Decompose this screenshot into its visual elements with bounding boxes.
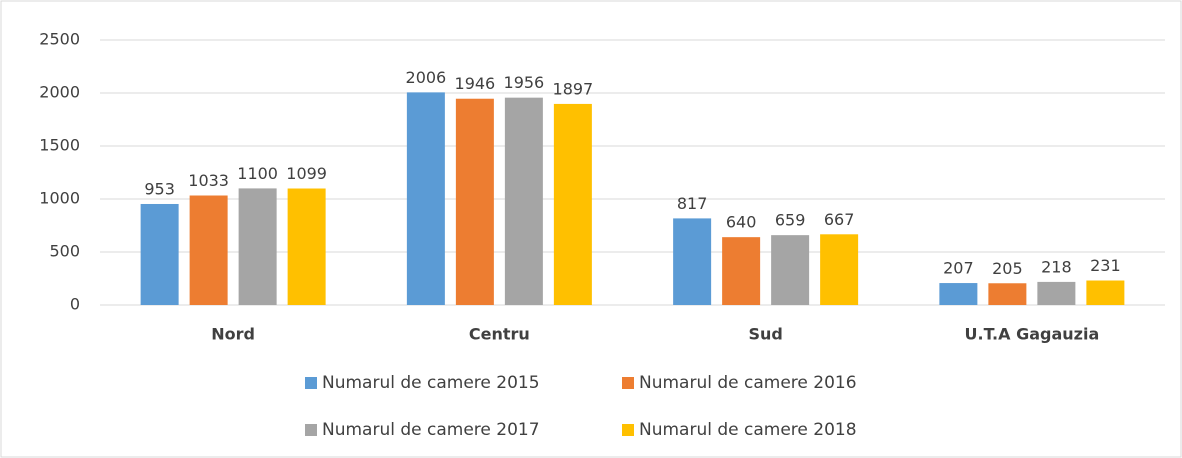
legend-label: Numarul de camere 2016 <box>639 373 857 393</box>
data-label: 1033 <box>188 171 229 190</box>
data-label: 205 <box>992 259 1023 278</box>
data-label: 218 <box>1041 257 1072 276</box>
bar <box>287 188 326 305</box>
legend-label: Numarul de camere 2015 <box>322 373 540 393</box>
y-tick-label: 2000 <box>39 83 80 102</box>
legend-swatch <box>622 377 634 389</box>
bar <box>939 283 978 305</box>
bar <box>504 97 543 305</box>
data-label: 659 <box>775 211 806 230</box>
legend-swatch <box>305 424 317 436</box>
legend-label: Numarul de camere 2018 <box>639 420 857 440</box>
data-label: 640 <box>726 213 757 232</box>
data-label: 817 <box>677 194 708 213</box>
bar <box>238 188 277 305</box>
bar <box>673 218 712 305</box>
bar <box>189 195 228 305</box>
bar <box>1037 281 1076 305</box>
legend-label: Numarul de camere 2017 <box>322 420 540 440</box>
bar <box>722 237 761 305</box>
data-label: 1946 <box>455 74 496 93</box>
x-tick-label: Sud <box>748 325 782 344</box>
y-tick-label: 0 <box>70 295 80 314</box>
legend-swatch <box>622 424 634 436</box>
bar <box>553 103 592 305</box>
y-tick-label: 2500 <box>39 30 80 49</box>
bar <box>771 235 810 305</box>
data-label: 1897 <box>553 79 594 98</box>
bar <box>455 98 494 305</box>
bar <box>140 203 179 305</box>
x-tick-label: Nord <box>211 325 255 344</box>
x-tick-label: Centru <box>469 325 530 344</box>
x-tick-label: U.T.A Gagauzia <box>965 325 1100 344</box>
data-label: 231 <box>1090 256 1121 275</box>
data-label: 1956 <box>504 73 545 92</box>
data-label: 2006 <box>406 68 447 87</box>
bar <box>1086 280 1125 305</box>
data-label: 667 <box>824 210 855 229</box>
y-tick-label: 500 <box>49 242 80 261</box>
y-tick-label: 1000 <box>39 189 80 208</box>
bar <box>820 234 859 305</box>
bar <box>988 283 1027 305</box>
legend-swatch <box>305 377 317 389</box>
data-label: 1100 <box>237 164 278 183</box>
data-label: 953 <box>144 179 175 198</box>
data-label: 1099 <box>286 164 327 183</box>
bar <box>406 92 445 305</box>
y-tick-label: 1500 <box>39 136 80 155</box>
data-label: 207 <box>943 259 974 278</box>
